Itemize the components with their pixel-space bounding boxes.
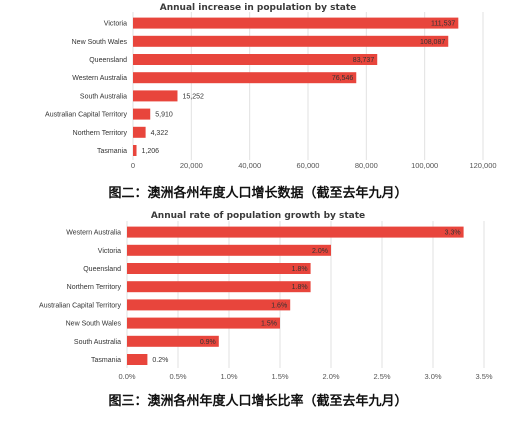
chart2-title: Annual rate of population growth by stat… <box>151 211 365 221</box>
chart1-caption: 图二：澳洲各州年度人口增长数据（截至去年九月） <box>108 185 407 201</box>
chart2-category-label: Northern Territory <box>67 284 122 291</box>
chart2-category-label: Western Australia <box>66 230 121 237</box>
chart1-value-label: 15,252 <box>182 93 204 100</box>
chart1-bar <box>133 17 459 29</box>
chart2-tick-label: 3.0% <box>424 372 441 381</box>
chart2-category-label: New South Wales <box>66 321 122 328</box>
chart1-category-label: New South Wales <box>72 39 128 46</box>
chart1-tick-label: 60,000 <box>297 161 320 170</box>
chart2-value-label: 2.0% <box>312 248 328 255</box>
chart1-bar <box>133 35 449 47</box>
chart1-bar <box>133 145 137 156</box>
chart1-title: Annual increase in population by state <box>160 3 356 13</box>
chart1-tick-label: 100,000 <box>411 161 438 170</box>
chart2-bar <box>127 281 311 293</box>
chart1-bar <box>133 126 146 138</box>
chart2-tick-label: 2.0% <box>322 372 339 381</box>
chart1-bar <box>133 90 178 102</box>
chart2-value-label: 3.3% <box>445 230 461 237</box>
chart2-value-label: 1.8% <box>292 266 308 273</box>
chart2-tick-label: 2.5% <box>373 372 390 381</box>
chart1-category-label: South Australia <box>80 93 127 100</box>
chart1-value-label: 76,546 <box>332 75 354 82</box>
chart1-category-label: Queensland <box>89 57 127 64</box>
chart2-bar <box>127 263 311 274</box>
chart2-category-label: Victoria <box>98 248 121 255</box>
chart2-bar <box>127 317 280 329</box>
chart1-category-label: Western Australia <box>72 75 127 82</box>
chart2-tick-label: 0.0% <box>118 372 135 381</box>
chart1-value-label: 4,322 <box>151 130 169 137</box>
chart1-value-label: 83,737 <box>353 57 375 64</box>
chart1-tick-label: 40,000 <box>238 161 261 170</box>
chart1-category-label: Northern Territory <box>73 130 128 137</box>
chart1-tick-label: 20,000 <box>180 161 203 170</box>
chart2-tick-label: 1.5% <box>271 372 288 381</box>
chart2-tick-label: 0.5% <box>169 372 186 381</box>
chart1-plot: 0 20,000 40,000 60,000 80,000 100,000 120,000 V… <box>45 12 497 170</box>
chart2-category-label: Australian Capital Territory <box>39 302 121 309</box>
chart2-bar <box>127 299 291 311</box>
chart1-category-label: Australian Capital Territory <box>45 112 127 119</box>
chart1-value-label: 111,537 <box>431 21 455 28</box>
chart1-bar <box>133 108 151 120</box>
chart1-bar <box>133 54 378 65</box>
chart2-tick-label: 1.0% <box>220 372 237 381</box>
chart1-bar <box>133 72 357 84</box>
chart2-value-label: 0.9% <box>200 339 216 346</box>
chart2-tick-label: 3.5% <box>475 372 492 381</box>
chart1-category-label: Victoria <box>104 21 127 28</box>
chart2-category-label: South Australia <box>74 339 121 346</box>
chart2-category-label: Queensland <box>83 266 121 273</box>
chart1-value-label: 1,206 <box>142 148 160 155</box>
chart2-value-label: 1.6% <box>271 302 287 309</box>
chart2-value-label: 1.5% <box>261 321 277 328</box>
chart2-bar <box>127 244 331 256</box>
chart1-tick-label: 120,000 <box>469 161 496 170</box>
chart1-tick-label: 0 <box>131 161 135 170</box>
chart2-bar <box>127 335 219 347</box>
chart2-bar <box>127 354 148 365</box>
chart1-value-label: 108,087 <box>420 39 445 46</box>
chart2-plot: 0.0% 0.5% 1.0% 1.5% 2.0% 2.5% 3.0% 3.5% Western … <box>39 221 493 381</box>
chart1-tick-label: 80,000 <box>355 161 378 170</box>
chart2-bar <box>127 226 464 238</box>
chart2-value-label: 0.2% <box>152 357 168 364</box>
chart2-category-label: Tasmania <box>91 357 121 364</box>
chart1-category-label: Tasmania <box>97 148 127 155</box>
chart2-value-label: 1.8% <box>292 284 308 291</box>
chart2-caption: 图三：澳洲各州年度人口增长比率（截至去年九月） <box>108 393 407 409</box>
chart1-value-label: 5,910 <box>155 112 173 119</box>
